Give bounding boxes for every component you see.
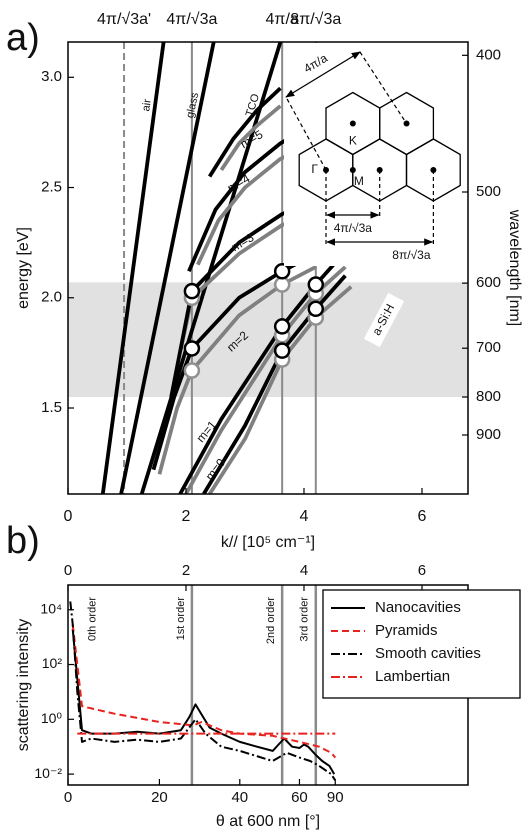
y-tick-label: 10⁻² [34, 765, 62, 781]
series-line [119, 42, 216, 494]
y-tick-label: 2.5 [41, 178, 62, 195]
plot-frame [67, 41, 469, 495]
panel-label: b) [6, 520, 40, 562]
x2-tick-label: 0 [64, 562, 72, 579]
x-tick-label: 2 [182, 508, 191, 525]
data-point [183, 340, 201, 357]
mode-label: m=4 [225, 171, 253, 195]
x2-tick-label: 8π/√3a [290, 11, 341, 28]
series-line [69, 601, 336, 781]
data-point [273, 263, 291, 280]
inset-label: K [349, 134, 357, 148]
y2-tick-label: 800 [476, 388, 501, 405]
plot-area [69, 585, 337, 785]
y-tick-label: 10⁴ [40, 600, 62, 616]
x-tick-label: 20 [151, 789, 168, 806]
x-tick-label: 4 [300, 508, 309, 525]
x-tick-label: 40 [231, 789, 248, 806]
material-label-bg [363, 292, 405, 348]
lattice-point [349, 120, 356, 127]
data-point [183, 362, 201, 379]
inset-label: Γ [311, 162, 318, 176]
y2-tick-label: 900 [476, 426, 501, 443]
x-axis-title: k// [10⁵ cm⁻¹] [221, 534, 315, 551]
series-line [71, 623, 337, 759]
x2-tick-label: 4 [300, 562, 308, 579]
y-tick-label: 10² [42, 655, 63, 671]
y-tick-label: 1.5 [41, 399, 62, 416]
legend-label: Pyramids [375, 622, 438, 639]
guide-line [359, 51, 408, 124]
series-line [139, 42, 283, 494]
series-line [100, 42, 166, 494]
x2-tick-label: 2 [182, 562, 190, 579]
x-tick-label: 0 [64, 789, 72, 806]
order-label: 1st order [175, 597, 187, 641]
data-point [273, 342, 291, 359]
x-tick-label: 0 [64, 508, 73, 525]
data-point [307, 300, 325, 318]
y-axis-title: scattering intensity [15, 619, 32, 752]
y2-tick-label: 400 [476, 46, 501, 63]
x-axis-title: θ at 600 nm [°] [216, 813, 320, 830]
x-tick-label: 60 [291, 789, 308, 806]
data-point [273, 318, 291, 335]
order-label: 2nd order [265, 597, 277, 644]
dimension-arrow [285, 51, 361, 98]
series-line [71, 628, 336, 775]
y2-tick-label: 600 [476, 274, 501, 291]
inset-label: 4π/√3a [334, 221, 373, 235]
y-axis-title: energy [eV] [15, 227, 32, 309]
hexagon [379, 91, 435, 156]
order-label: 0th order [87, 597, 99, 641]
y2-axis-title: wavelength [nm] [506, 209, 523, 327]
data-point [307, 276, 325, 293]
order-label: 3rd order [299, 597, 311, 642]
x-tick-label: 6 [418, 508, 427, 525]
line-label: glass [184, 91, 201, 119]
x2-tick-label: 4π/a [266, 11, 299, 28]
data-point [273, 276, 291, 293]
y2-tick-label: 700 [476, 339, 501, 356]
y-tick-label: 2.0 [41, 289, 62, 306]
x-tick-label: 90 [327, 789, 344, 806]
y2-tick-label: 500 [476, 183, 501, 200]
inset-label: M [354, 174, 364, 188]
y-tick-label: 10⁰ [41, 710, 63, 726]
x2-tick-label: 6 [418, 562, 426, 579]
panel-label: a) [6, 17, 40, 59]
legend-label: Smooth cavities [375, 645, 481, 662]
legend-label: Lambertian [375, 668, 450, 685]
y-tick-label: 3.0 [41, 68, 62, 85]
legend-label: Nanocavities [375, 599, 461, 616]
line-label: air [140, 98, 154, 112]
series-line [219, 104, 282, 171]
series-line [207, 86, 282, 178]
x2-tick-label: 4π/√3a' [97, 11, 151, 28]
inset-label: 8π/√3a [392, 248, 431, 262]
data-point [183, 282, 201, 300]
lattice-point [349, 167, 356, 173]
x2-tick-label: 4π/√3a [166, 11, 217, 28]
